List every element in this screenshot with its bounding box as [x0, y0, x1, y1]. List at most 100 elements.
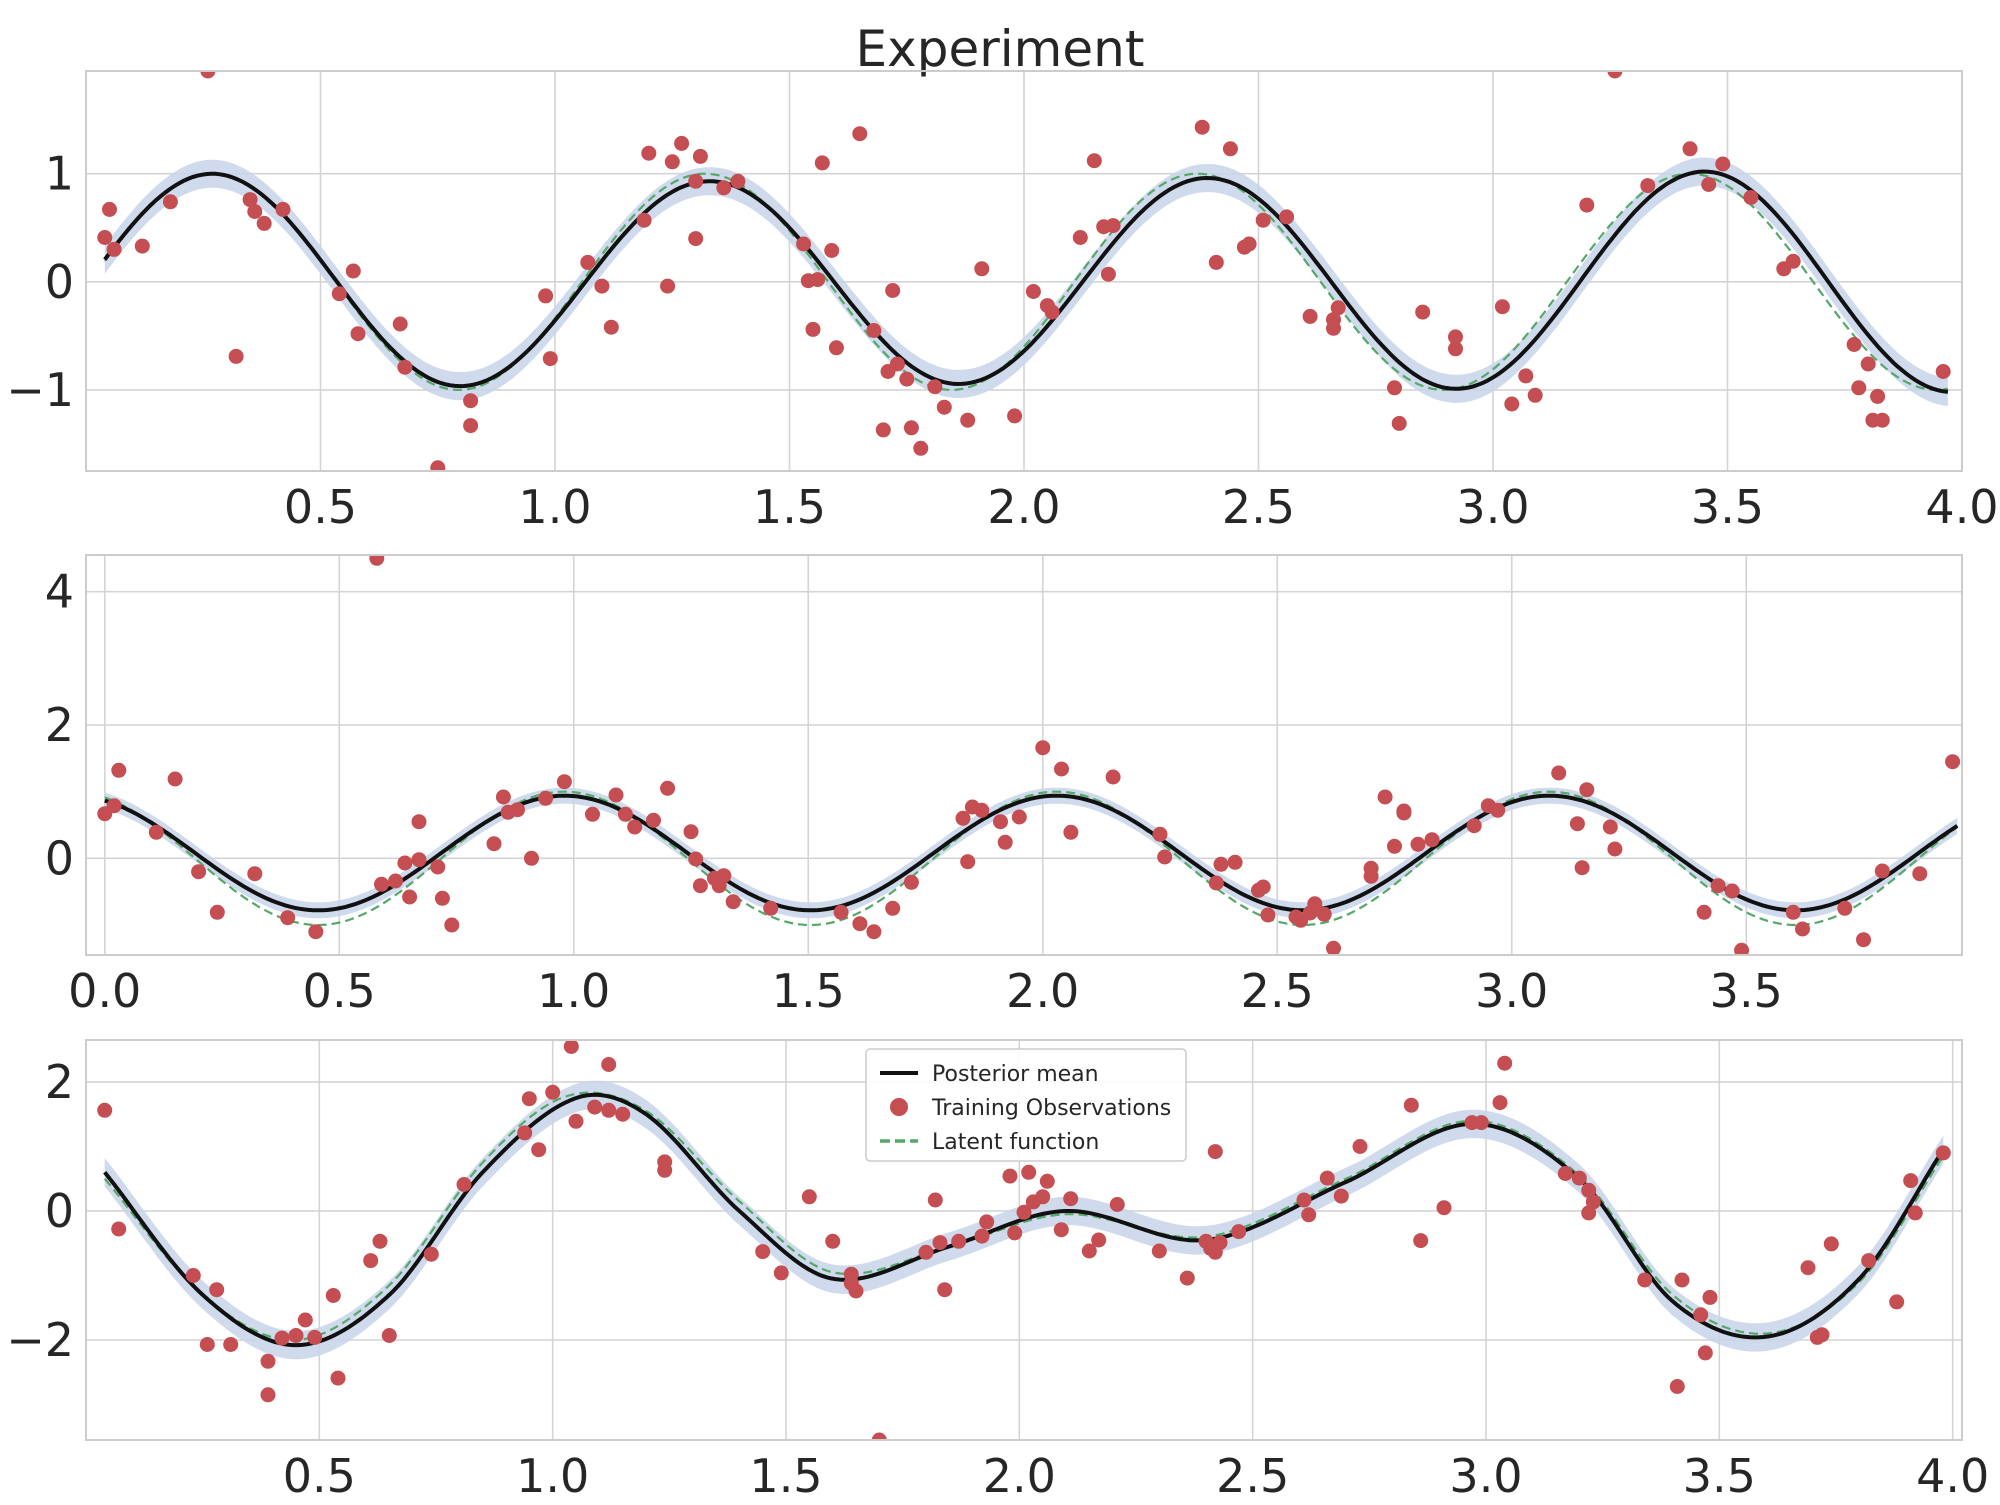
observation-point [538, 790, 554, 806]
observation-point [1213, 856, 1229, 872]
observation-point [397, 359, 413, 375]
observation-point [247, 866, 263, 882]
x-tick-label: 3.5 [1691, 480, 1764, 534]
observation-point [1105, 769, 1121, 785]
observation-point [1307, 896, 1323, 912]
observation-point [1903, 1173, 1919, 1189]
observation-point [801, 1189, 817, 1205]
chart-title: Experiment [856, 20, 1145, 78]
training-observations [97, 555, 1961, 955]
observation-point [1109, 1197, 1125, 1212]
posterior-mean-line [104, 793, 1959, 913]
observation-point [1326, 940, 1341, 955]
observation-point [885, 900, 901, 916]
x-tick-label: 3.0 [1456, 480, 1529, 534]
observation-point [763, 900, 779, 916]
observation-point [456, 1177, 472, 1192]
observation-point [1063, 1191, 1079, 1207]
observation-point [297, 1312, 313, 1328]
observation-point [1100, 266, 1116, 282]
observation-point [1837, 900, 1853, 916]
observation-point [1640, 178, 1656, 194]
observation-point [148, 824, 164, 840]
observation-point [824, 243, 840, 258]
y-tick-label: 1 [45, 147, 74, 201]
observation-point [288, 1328, 304, 1343]
observation-point [538, 288, 554, 304]
observation-point [1415, 304, 1431, 320]
observation-point [486, 836, 502, 852]
observation-point [1241, 236, 1257, 252]
observation-point [1851, 380, 1867, 396]
observation-point [463, 418, 479, 434]
observation-point [545, 1084, 561, 1100]
observation-point [397, 855, 413, 871]
observation-point [1207, 1144, 1223, 1160]
observation-point [1569, 816, 1585, 832]
observation-point [199, 1337, 215, 1352]
observation-point [1255, 879, 1271, 895]
observation-point [1945, 754, 1961, 770]
observation-point [260, 1353, 276, 1369]
x-tick-label: 2.5 [1241, 964, 1314, 1018]
observation-point [1054, 761, 1069, 777]
observation-point [979, 1214, 995, 1230]
observation-point [997, 834, 1013, 850]
observation-point [1151, 1243, 1167, 1259]
observation-point [325, 1288, 341, 1303]
x-tick-label: 3.5 [1683, 1449, 1756, 1500]
observation-point [350, 326, 366, 342]
observation-point [1091, 1232, 1107, 1248]
observation-point [463, 393, 479, 409]
observation-point [1874, 412, 1890, 428]
observation-point [903, 874, 919, 890]
observation-point [111, 1221, 127, 1237]
observation-point [1053, 1222, 1069, 1238]
observation-point [1497, 1055, 1513, 1071]
observation-point [260, 1387, 276, 1403]
observation-point [167, 771, 183, 787]
observation-point [1579, 197, 1595, 213]
latent-function-line [103, 172, 1949, 392]
x-tick-label: 1.0 [537, 964, 610, 1018]
observation-point [688, 231, 704, 247]
observation-point [388, 873, 403, 889]
observation-point [1011, 809, 1027, 825]
observation-point [1494, 299, 1510, 315]
observation-point [657, 1162, 673, 1178]
observation-point [636, 212, 652, 228]
observation-point [641, 145, 657, 161]
observation-point [1352, 1139, 1368, 1154]
y-tick-label: −1 [6, 363, 74, 417]
observation-point [363, 1253, 379, 1269]
observation-point [106, 798, 122, 814]
observation-point [1002, 1168, 1018, 1184]
observation-point [345, 263, 361, 279]
observation-point [1436, 1200, 1452, 1216]
observation-point [871, 1432, 887, 1440]
observation-point [1363, 868, 1379, 884]
legend-entry: Training Observations [890, 1096, 1171, 1121]
observation-point [993, 814, 1008, 830]
observation-point [688, 851, 704, 867]
observation-point [1889, 1294, 1905, 1310]
observation-point [1387, 380, 1402, 396]
observation-point [674, 135, 690, 151]
observation-point [927, 379, 943, 395]
observation-point [1846, 337, 1862, 352]
observation-point [716, 180, 732, 196]
observation-point [423, 1246, 439, 1262]
observation-point [1823, 1236, 1839, 1252]
observation-point [97, 1102, 113, 1118]
observation-point [444, 917, 460, 933]
observation-point [1579, 782, 1595, 798]
observation-point [955, 810, 971, 826]
legend-label: Posterior mean [932, 1062, 1099, 1087]
observation-point [1391, 415, 1407, 431]
observation-point [102, 201, 117, 217]
x-tick-label: 1.5 [772, 964, 845, 1018]
observation-point [692, 148, 708, 164]
observation-point [1674, 1272, 1690, 1288]
observation-point [392, 316, 408, 332]
observation-point [974, 261, 990, 277]
